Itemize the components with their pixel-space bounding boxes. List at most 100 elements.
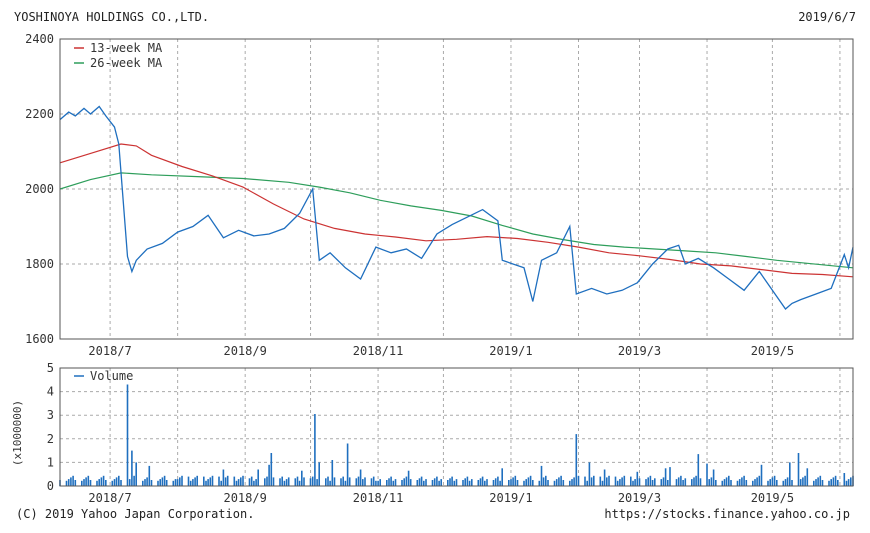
volume-bar [394,479,397,486]
volume-bar [172,480,175,486]
volume-bar [359,469,362,486]
volume-bar [525,479,527,486]
volume-bar [342,476,344,486]
volume-bar [708,479,710,486]
volume-bar [481,476,484,486]
volume-bar [235,480,238,486]
volume-bar [484,480,486,486]
volume-bar [771,477,774,486]
volume-bar [303,477,305,486]
volume-bar [207,479,209,486]
volume-bar [577,475,580,486]
volume-bar [837,480,839,486]
volume-bar [447,480,449,486]
legend-label-volume: Volume [90,369,133,383]
volume-bar [797,453,800,486]
volume-bar [285,479,288,486]
volume-bar [257,469,259,486]
volume-bar [74,480,77,486]
volume-bar [209,477,212,486]
volume-bar [723,479,726,486]
volume-bar [126,384,129,486]
volume-bar [420,476,423,486]
price-y-ticks: 1600 1800 2000 2200 2400 [25,32,54,346]
volume-bar [189,480,192,486]
volume-bar [203,476,205,486]
volume-bar [540,465,543,486]
volume-bar [159,479,161,486]
source-url[interactable]: https://stocks.finance.yahoo.co.jp [604,507,850,521]
volume-bar [455,479,458,486]
volume-bar [499,480,501,486]
volume-bar [623,475,626,486]
volume-bar [309,478,312,486]
volume-bar [255,479,257,486]
volume-bar [832,477,835,486]
volume-bar [102,475,105,486]
volume-bar [510,479,512,486]
volume-bar [494,478,497,486]
volume-bar [516,480,519,486]
volume-bar [728,475,730,486]
volume-bar [586,480,588,486]
volume-bar [695,475,697,486]
volume-bar [181,475,183,486]
volume-bar [721,480,724,486]
volume-bar [523,480,525,486]
volume-bar [135,462,137,486]
volume-bar [283,480,286,486]
volume-bar [150,480,153,486]
volume-bar [218,476,220,486]
volume-bar [266,476,268,486]
volume-bar [438,480,440,486]
volume-bar [392,480,395,486]
volume-bar [165,480,168,486]
volume-bar [120,480,122,486]
volume-bar [647,477,649,486]
volume-bar [451,476,453,486]
volume-bar [638,478,641,486]
volume-bar [253,480,255,486]
series-line-price [59,105,854,310]
volume-x-tick-label: 2018/9 [223,491,266,505]
volume-bar [279,478,281,486]
volume-bar [67,479,70,486]
price-series [59,105,854,310]
volume-bar [542,477,545,486]
volume-bar [314,414,316,486]
volume-bar [741,477,743,486]
volume-bar [331,460,334,486]
price-x-tick-label: 2019/5 [751,344,794,358]
volume-bar [142,480,144,486]
volume-bar [65,480,68,486]
volume-bar [760,464,763,486]
volume-bar [590,477,593,486]
volume-bar [372,476,375,486]
volume-bar [630,476,632,486]
volume-bar [375,480,377,486]
volume-bar [433,478,436,486]
volume-bar [240,477,242,486]
volume-bar [614,476,617,486]
volume-bar [333,477,336,486]
volume-bar [477,480,480,486]
volume-bar [423,480,425,486]
volume-bar [357,476,360,486]
volume-x-tick-label: 2019/3 [618,491,661,505]
volume-bar [558,477,560,486]
volume-bar [754,479,756,486]
volume-y-tick-label: 4 [47,385,54,399]
volume-bar [401,480,403,486]
volume-bar [418,478,421,486]
volume-bar [743,475,745,486]
volume-bar [756,477,758,486]
volume-bar [462,480,464,486]
volume-bar [192,479,194,486]
volume-bar [346,443,349,486]
volume-bar [220,480,222,486]
volume-bar [436,476,438,486]
price-panel-frame [59,38,854,340]
volume-bar [538,480,541,486]
price-y-tick-label: 2200 [25,107,54,121]
